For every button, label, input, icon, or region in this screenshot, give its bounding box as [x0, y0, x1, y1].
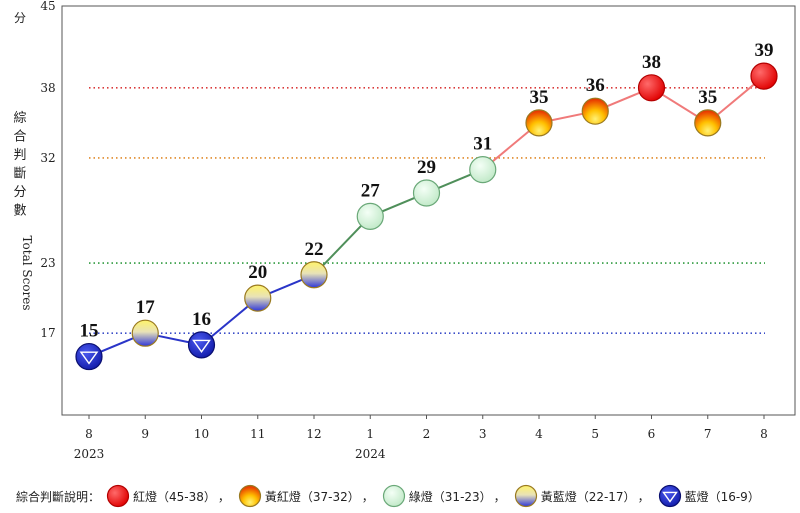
x-tick-label: 6 [648, 427, 656, 441]
data-label: 35 [698, 87, 717, 108]
yellow-blue-signal-marker [244, 284, 272, 312]
legend-title: 綜合判斷說明： [16, 489, 101, 504]
y-tick-label: 32 [40, 151, 55, 165]
yellow-red-signal-marker [581, 97, 609, 125]
data-label: 27 [361, 180, 381, 201]
yellow-blue-signal-marker [514, 484, 537, 508]
x-tick-label: 5 [591, 427, 599, 441]
green-signal-marker [382, 484, 405, 508]
x-tick-label: 4 [535, 427, 543, 441]
data-label: 31 [473, 134, 492, 155]
threshold-lines [89, 87, 765, 335]
legend-item-green: 綠燈（31-23） [376, 484, 492, 508]
data-label: 36 [586, 75, 605, 96]
y-axis-title-cn-char: 判 [13, 148, 26, 163]
green-signal-marker [356, 202, 384, 230]
triangle-down-icon [661, 491, 678, 503]
red-light-icon [106, 484, 130, 508]
blue-light-icon [658, 484, 681, 508]
data-label: 15 [80, 321, 99, 342]
legend-separator: ， [493, 489, 506, 504]
data-labels: 15 17 16 20 22 27 29 31 35 36 38 35 39 [80, 40, 774, 341]
y-axis-title-cn-char: 合 [13, 130, 26, 145]
x-tick-label: 8 [760, 427, 768, 441]
legend-label: 黃紅燈（37-32） [264, 489, 360, 504]
x-year-label: 2023 [74, 447, 105, 461]
data-label: 38 [642, 52, 661, 73]
y-tick-label: 23 [40, 256, 55, 270]
x-tick-label: 1 [366, 427, 374, 441]
legend-label: 黃藍燈（22-17） [540, 489, 636, 504]
x-tick-label: 10 [194, 427, 209, 441]
x-tick-label: 2 [423, 427, 431, 441]
y-axis-title-cn-char: 分 [13, 185, 26, 200]
plot-frame [61, 5, 796, 416]
blue-signal-marker [75, 342, 103, 371]
y-unit-label: 分 [14, 11, 26, 25]
green-signal-marker [412, 179, 441, 207]
legend-label: 藍燈（16-9） [684, 489, 760, 504]
yellow-red-signal-marker [525, 109, 553, 137]
legend: 綜合判斷說明： 紅燈（45-38），黃紅燈（37-32），綠燈（31-23），黃… [16, 483, 760, 509]
yellow-red-signal-marker [694, 109, 722, 137]
legend-separator: ， [637, 489, 650, 504]
data-label: 20 [248, 262, 267, 283]
yellow-blue-signal-marker [131, 319, 159, 347]
data-label: 22 [305, 239, 324, 260]
yellow-red-light-icon [238, 484, 262, 508]
yellow-blue-light-icon [514, 484, 537, 508]
triangle-down-icon [192, 339, 211, 353]
yellow-red-signal-marker [238, 484, 262, 508]
data-label: 17 [136, 297, 156, 318]
y-tick-label: 45 [40, 0, 55, 13]
x-year-label: 2024 [355, 447, 386, 461]
legend-label: 綠燈（31-23） [408, 489, 492, 504]
series-markers [75, 62, 778, 371]
legend-item-red: 紅燈（45-38） [100, 484, 216, 508]
x-tick-label: 9 [141, 427, 149, 441]
legend-item-blue: 藍燈（16-9） [652, 484, 760, 508]
triangle-down-icon [79, 351, 99, 365]
legend-item-yellow-blue: 黃藍燈（22-17） [508, 484, 636, 508]
series-line [88, 75, 765, 358]
y-axis-title-cn-char: 數 [13, 204, 26, 219]
data-label: 16 [192, 309, 211, 330]
green-light-icon [382, 484, 405, 508]
green-signal-marker [469, 156, 497, 184]
legend-label: 紅燈（45-38） [133, 489, 216, 504]
y-tick-label: 17 [40, 326, 55, 340]
red-signal-marker [106, 484, 130, 508]
yellow-blue-signal-marker [300, 261, 328, 289]
red-signal-marker [750, 62, 778, 90]
data-label: 29 [417, 157, 436, 178]
y-axis-title-cn-char: 綜 [13, 111, 26, 126]
data-label: 39 [755, 40, 774, 61]
x-tick-label: 3 [479, 427, 487, 441]
legend-item-yellow-red: 黃紅燈（37-32） [232, 484, 360, 508]
data-label: 35 [530, 87, 549, 108]
blue-signal-marker [658, 484, 681, 508]
legend-separator: ， [361, 489, 374, 504]
x-tick-label: 11 [250, 427, 265, 441]
y-axis-title-cn-char: 斷 [13, 167, 26, 182]
x-tick-label: 7 [704, 427, 712, 441]
blue-signal-marker [187, 331, 216, 359]
legend-separator: ， [217, 489, 230, 504]
red-signal-marker [637, 74, 666, 102]
x-tick-label: 12 [306, 427, 321, 441]
y-axis-title-en: Total Scores [20, 235, 34, 310]
x-tick-label: 8 [85, 427, 93, 441]
y-tick-label: 38 [40, 81, 55, 95]
